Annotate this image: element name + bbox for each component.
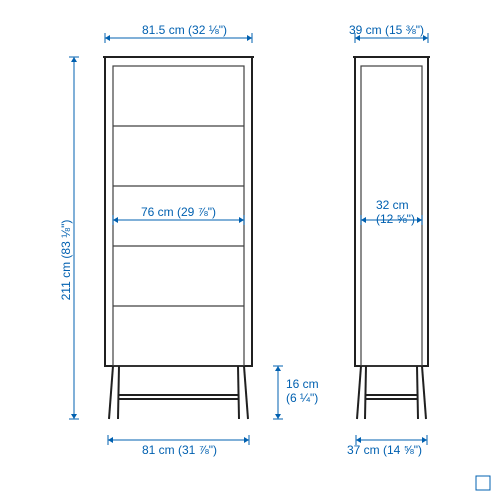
svg-text:(12 ⅝"): (12 ⅝")	[376, 212, 415, 226]
svg-text:76 cm (29 ⅞"): 76 cm (29 ⅞")	[141, 205, 216, 219]
svg-text:16 cm: 16 cm	[286, 377, 319, 391]
svg-text:81.5 cm (32 ⅛"): 81.5 cm (32 ⅛")	[142, 23, 227, 37]
svg-text:81 cm (31 ⅞"): 81 cm (31 ⅞")	[142, 443, 217, 457]
dimension-diagram: 81.5 cm (32 ⅛") 39 cm (15 ⅜") 211 cm (83 ⅛…	[0, 0, 500, 500]
svg-text:211 cm (83 ⅛"): 211 cm (83 ⅛")	[59, 220, 73, 301]
svg-text:39 cm (15 ⅜"): 39 cm (15 ⅜")	[349, 23, 424, 37]
svg-text:32 cm: 32 cm	[376, 198, 409, 212]
svg-text:37 cm (14 ⅝"): 37 cm (14 ⅝")	[347, 443, 422, 457]
svg-text:(6 ¼"): (6 ¼")	[286, 391, 318, 405]
